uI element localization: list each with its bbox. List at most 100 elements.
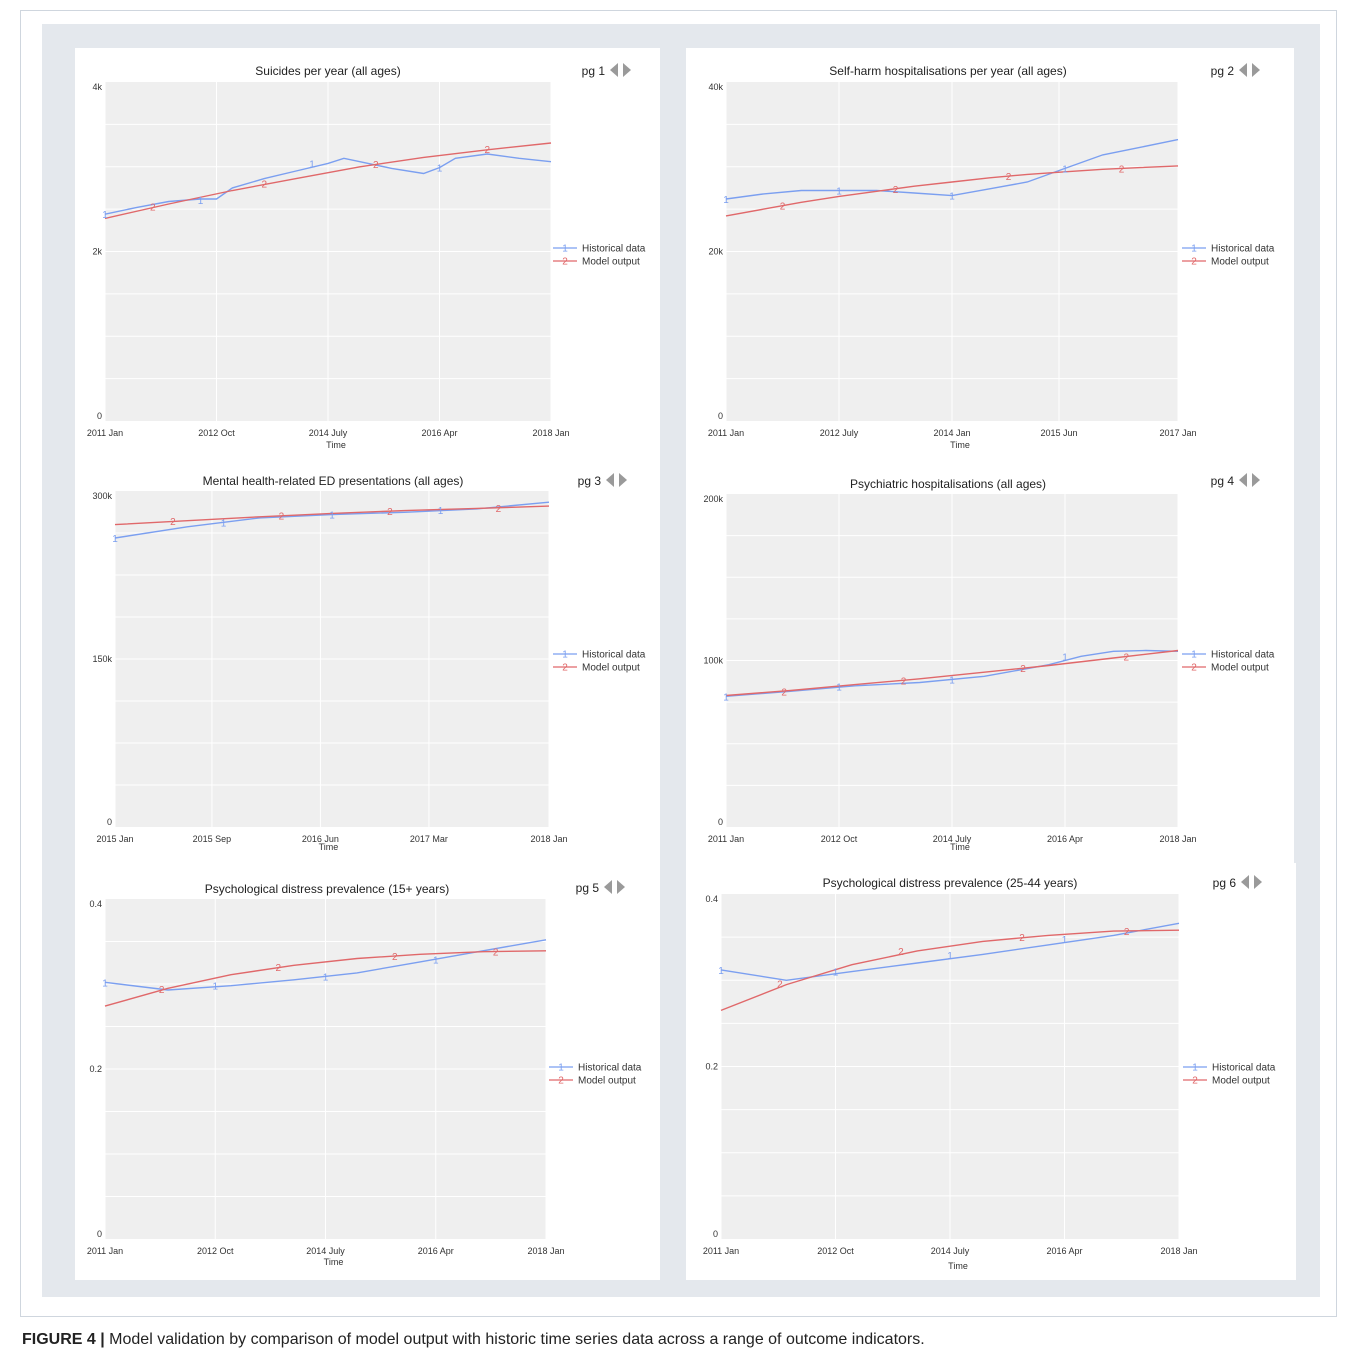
legend-label: Model output [1211, 663, 1269, 674]
series-line-model [720, 929, 1180, 1012]
chart-title: Psychiatric hospitalisations (all ages) [850, 477, 1046, 491]
legend-marker: 2 [1192, 1076, 1198, 1087]
chart-title: Psychological distress prevalence (25-44… [823, 876, 1078, 890]
prev-page-arrow-icon[interactable] [1241, 875, 1249, 889]
data-marker-model: 2 [1020, 664, 1026, 675]
data-marker-model: 2 [1019, 933, 1025, 944]
legend-label: Historical data [1211, 244, 1275, 255]
page-label: pg 4 [1211, 474, 1235, 488]
gridlines [725, 82, 1179, 421]
data-marker-historical: 1 [718, 966, 724, 977]
next-page-arrow-icon[interactable] [619, 473, 627, 487]
next-page-arrow-icon[interactable] [1252, 63, 1260, 77]
x-tick-label: 2017 Mar [410, 834, 448, 844]
data-marker-historical: 1 [329, 511, 335, 522]
y-tick-label: 150k [92, 654, 112, 664]
prev-page-arrow-icon[interactable] [604, 880, 612, 894]
x-tick-label: 2016 Apr [421, 428, 457, 438]
data-marker-historical: 1 [1062, 164, 1068, 175]
chart-panel-2: Self-harm hospitalisations per year (all… [686, 48, 1294, 458]
series-line-historical [104, 153, 552, 215]
legend-label: Model output [1211, 257, 1269, 268]
legend: 1 Historical data 2 Model output [1182, 650, 1275, 674]
x-tick-label: 2011 Jan [87, 1246, 123, 1256]
data-marker-model: 2 [159, 985, 165, 996]
data-marker-model: 2 [1124, 927, 1130, 938]
data-marker-historical: 1 [112, 534, 118, 545]
data-marker-historical: 1 [723, 195, 729, 206]
series-line-historical [725, 138, 1179, 200]
legend: 1 Historical data 2 Model output [549, 1063, 642, 1087]
chart-svg-5: Psychological distress prevalence (15+ y… [87, 880, 642, 1267]
x-tick-label: 2012 Oct [198, 428, 235, 438]
legend: 1 Historical data 2 Model output [1183, 1063, 1276, 1087]
legend-marker: 1 [1191, 650, 1197, 661]
legend-label: Historical data [1212, 1063, 1276, 1074]
legend-marker: 2 [562, 663, 568, 674]
x-tick-label: 2016 Apr [418, 1246, 454, 1256]
x-axis-title: Time [326, 440, 346, 450]
legend-label: Model output [578, 1076, 636, 1087]
x-tick-label: 2015 Jan [96, 834, 133, 844]
data-marker-model: 2 [781, 687, 787, 698]
y-tick-label: 0.2 [705, 1062, 718, 1072]
x-tick-label: 2012 Oct [197, 1246, 234, 1256]
x-tick-label: 2014 July [933, 834, 972, 844]
data-marker-historical: 1 [102, 210, 108, 221]
page-label: pg 5 [576, 881, 600, 895]
data-marker-historical: 1 [949, 192, 955, 203]
y-tick-label: 0 [713, 1229, 718, 1239]
x-axis-title: Time [950, 440, 970, 450]
y-tick-label: 20k [708, 247, 723, 257]
y-tick-label: 0 [97, 1229, 102, 1239]
y-tick-label: 0 [718, 817, 723, 827]
x-tick-label: 2012 July [820, 428, 859, 438]
legend-marker: 1 [562, 650, 568, 661]
x-axis-title: Time [324, 1257, 344, 1267]
chart-title: Mental health-related ED presentations (… [203, 474, 464, 488]
chart-panel-6: Psychological distress prevalence (25-44… [686, 863, 1296, 1280]
y-tick-label: 0.4 [705, 894, 718, 904]
data-marker-model: 2 [373, 160, 379, 171]
y-tick-label: 100k [703, 656, 723, 666]
data-marker-model: 2 [275, 963, 281, 974]
x-tick-label: 2018 Jan [527, 1246, 564, 1256]
series-line-historical [720, 922, 1180, 982]
gridlines [104, 899, 547, 1239]
y-tick-label: 4k [92, 82, 102, 92]
data-marker-model: 2 [170, 517, 176, 528]
next-page-arrow-icon[interactable] [1252, 473, 1260, 487]
prev-page-arrow-icon[interactable] [606, 473, 614, 487]
x-tick-label: 2011 Jan [708, 834, 744, 844]
data-marker-historical: 1 [102, 978, 108, 989]
prev-page-arrow-icon[interactable] [1239, 63, 1247, 77]
next-page-arrow-icon[interactable] [623, 63, 631, 77]
gridlines [104, 82, 552, 421]
x-tick-label: 2018 Jan [532, 428, 569, 438]
chart-panel-3: Mental health-related ED presentations (… [75, 458, 660, 863]
y-tick-label: 300k [92, 491, 112, 501]
legend-marker: 2 [1191, 257, 1197, 268]
prev-page-arrow-icon[interactable] [610, 63, 618, 77]
chart-svg-2: Self-harm hospitalisations per year (all… [708, 63, 1275, 450]
legend-label: Model output [582, 257, 640, 268]
legend-marker: 2 [562, 257, 568, 268]
data-marker-historical: 1 [323, 972, 329, 983]
legend-label: Historical data [578, 1063, 642, 1074]
x-axis-title: Time [950, 842, 970, 852]
x-axis-title: Time [319, 842, 339, 852]
next-page-arrow-icon[interactable] [617, 880, 625, 894]
series-line-model [725, 165, 1179, 217]
legend-label: Historical data [1211, 650, 1275, 661]
legend-label: Model output [1212, 1076, 1270, 1087]
data-marker-model: 2 [898, 947, 904, 958]
x-tick-label: 2016 Apr [1046, 1246, 1082, 1256]
y-tick-label: 0 [107, 817, 112, 827]
page-label: pg 2 [1211, 64, 1235, 78]
data-marker-historical: 1 [723, 692, 729, 703]
data-marker-model: 2 [1006, 172, 1012, 183]
caption-label: FIGURE 4 | [22, 1331, 105, 1348]
next-page-arrow-icon[interactable] [1254, 875, 1262, 889]
chart-panel-5: Psychological distress prevalence (15+ y… [75, 863, 660, 1280]
prev-page-arrow-icon[interactable] [1239, 473, 1247, 487]
